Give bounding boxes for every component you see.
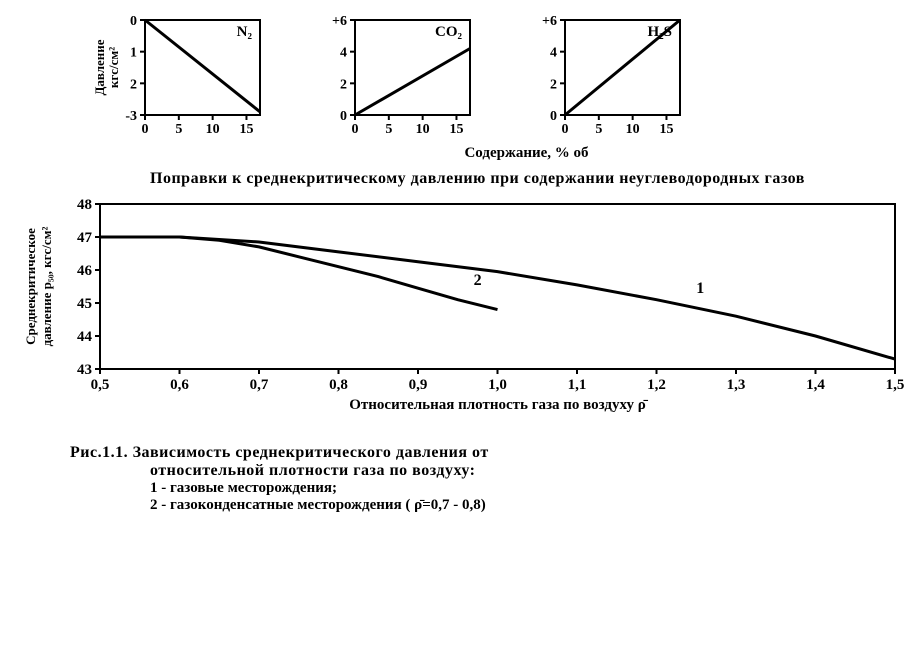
svg-text:1,4: 1,4: [806, 377, 825, 393]
svg-text:2: 2: [340, 77, 347, 92]
svg-text:5: 5: [175, 122, 182, 137]
svg-text:15: 15: [659, 122, 673, 137]
svg-text:0,7: 0,7: [250, 377, 269, 393]
svg-text:1,5: 1,5: [886, 377, 905, 393]
figure-caption: Рис.1.1. Зависимость среднекритического …: [70, 444, 913, 514]
svg-text:10: 10: [626, 122, 640, 137]
svg-text:N₂: N₂: [237, 24, 253, 40]
svg-text:5: 5: [385, 122, 392, 137]
small-chart-co2: +6 4 2 00 5 10 15 CO₂: [300, 10, 480, 140]
svg-text:1: 1: [696, 280, 704, 297]
svg-text:0: 0: [340, 109, 347, 124]
caption-item1: 1 - газовые месторождения;: [150, 480, 913, 497]
svg-text:10: 10: [206, 122, 220, 137]
svg-text:2: 2: [130, 77, 137, 92]
correction-title: Поправки к среднекритическому давлению п…: [150, 170, 913, 188]
svg-text:0: 0: [142, 122, 149, 137]
caption-item2: 2 - газоконденсатные месторождения ( ρ̄=…: [150, 497, 913, 514]
top-x-label: Содержание, % об: [130, 145, 913, 162]
svg-text:0: 0: [562, 122, 569, 137]
svg-text:1,2: 1,2: [647, 377, 666, 393]
svg-text:1,0: 1,0: [488, 377, 507, 393]
svg-text:+6: +6: [332, 14, 347, 29]
svg-text:1,1: 1,1: [568, 377, 587, 393]
main-chart: 43 44 45 46 47 48 0,5 0,6 0,7 0,8 0,9 1,0 1,1 1,2 1,3 1…: [15, 194, 913, 419]
svg-text:43: 43: [77, 362, 92, 378]
svg-text:0,9: 0,9: [409, 377, 428, 393]
svg-text:0,5: 0,5: [91, 377, 110, 393]
svg-text:+6: +6: [542, 14, 557, 29]
svg-text:давление p₅₀, кгс/см²: давление p₅₀, кгс/см²: [39, 226, 54, 346]
svg-text:10: 10: [416, 122, 430, 137]
caption-line1: Рис.1.1. Зависимость среднекритического …: [70, 444, 913, 462]
svg-text:0: 0: [550, 109, 557, 124]
svg-text:2: 2: [550, 77, 557, 92]
svg-text:15: 15: [449, 122, 463, 137]
svg-text:4: 4: [550, 46, 557, 61]
small-chart-h2s: +6 4 2 00 5 10 15 H₂S: [510, 10, 690, 140]
svg-text:2: 2: [474, 272, 482, 289]
svg-text:0: 0: [352, 122, 359, 137]
svg-text:H₂S: H₂S: [647, 24, 672, 40]
caption-line2: относительной плотности газа по воздуху:: [150, 462, 913, 480]
svg-text:-3: -3: [125, 109, 137, 124]
svg-text:0,8: 0,8: [329, 377, 348, 393]
correction-title-text: Поправки к среднекритическому давлению п…: [150, 170, 805, 187]
svg-text:Давление: Давление: [92, 39, 107, 95]
svg-text:CO₂: CO₂: [435, 24, 463, 40]
svg-text:1,3: 1,3: [727, 377, 746, 393]
svg-text:0,6: 0,6: [170, 377, 189, 393]
svg-text:4: 4: [340, 46, 347, 61]
svg-text:15: 15: [239, 122, 253, 137]
svg-text:45: 45: [77, 296, 92, 312]
svg-text:0: 0: [130, 14, 137, 29]
svg-text:Среднекритическое: Среднекритическое: [23, 228, 38, 345]
svg-text:5: 5: [595, 122, 602, 137]
svg-text:1: 1: [130, 46, 137, 61]
svg-text:47: 47: [77, 230, 93, 246]
top-charts-row: 012-3051015N₂Давлениекгс/см² +6420051015…: [90, 10, 913, 140]
small-chart-n2: 0 1 2 -3 0 5 10 15 N₂ Давлениекгс/см²: [90, 10, 270, 140]
svg-text:кгс/см²: кгс/см²: [106, 47, 121, 88]
svg-text:46: 46: [77, 263, 93, 279]
svg-text:44: 44: [77, 329, 93, 345]
svg-text:48: 48: [77, 197, 92, 213]
svg-text:Относительная плотность газа п: Относительная плотность газа по воздуху …: [349, 397, 648, 413]
